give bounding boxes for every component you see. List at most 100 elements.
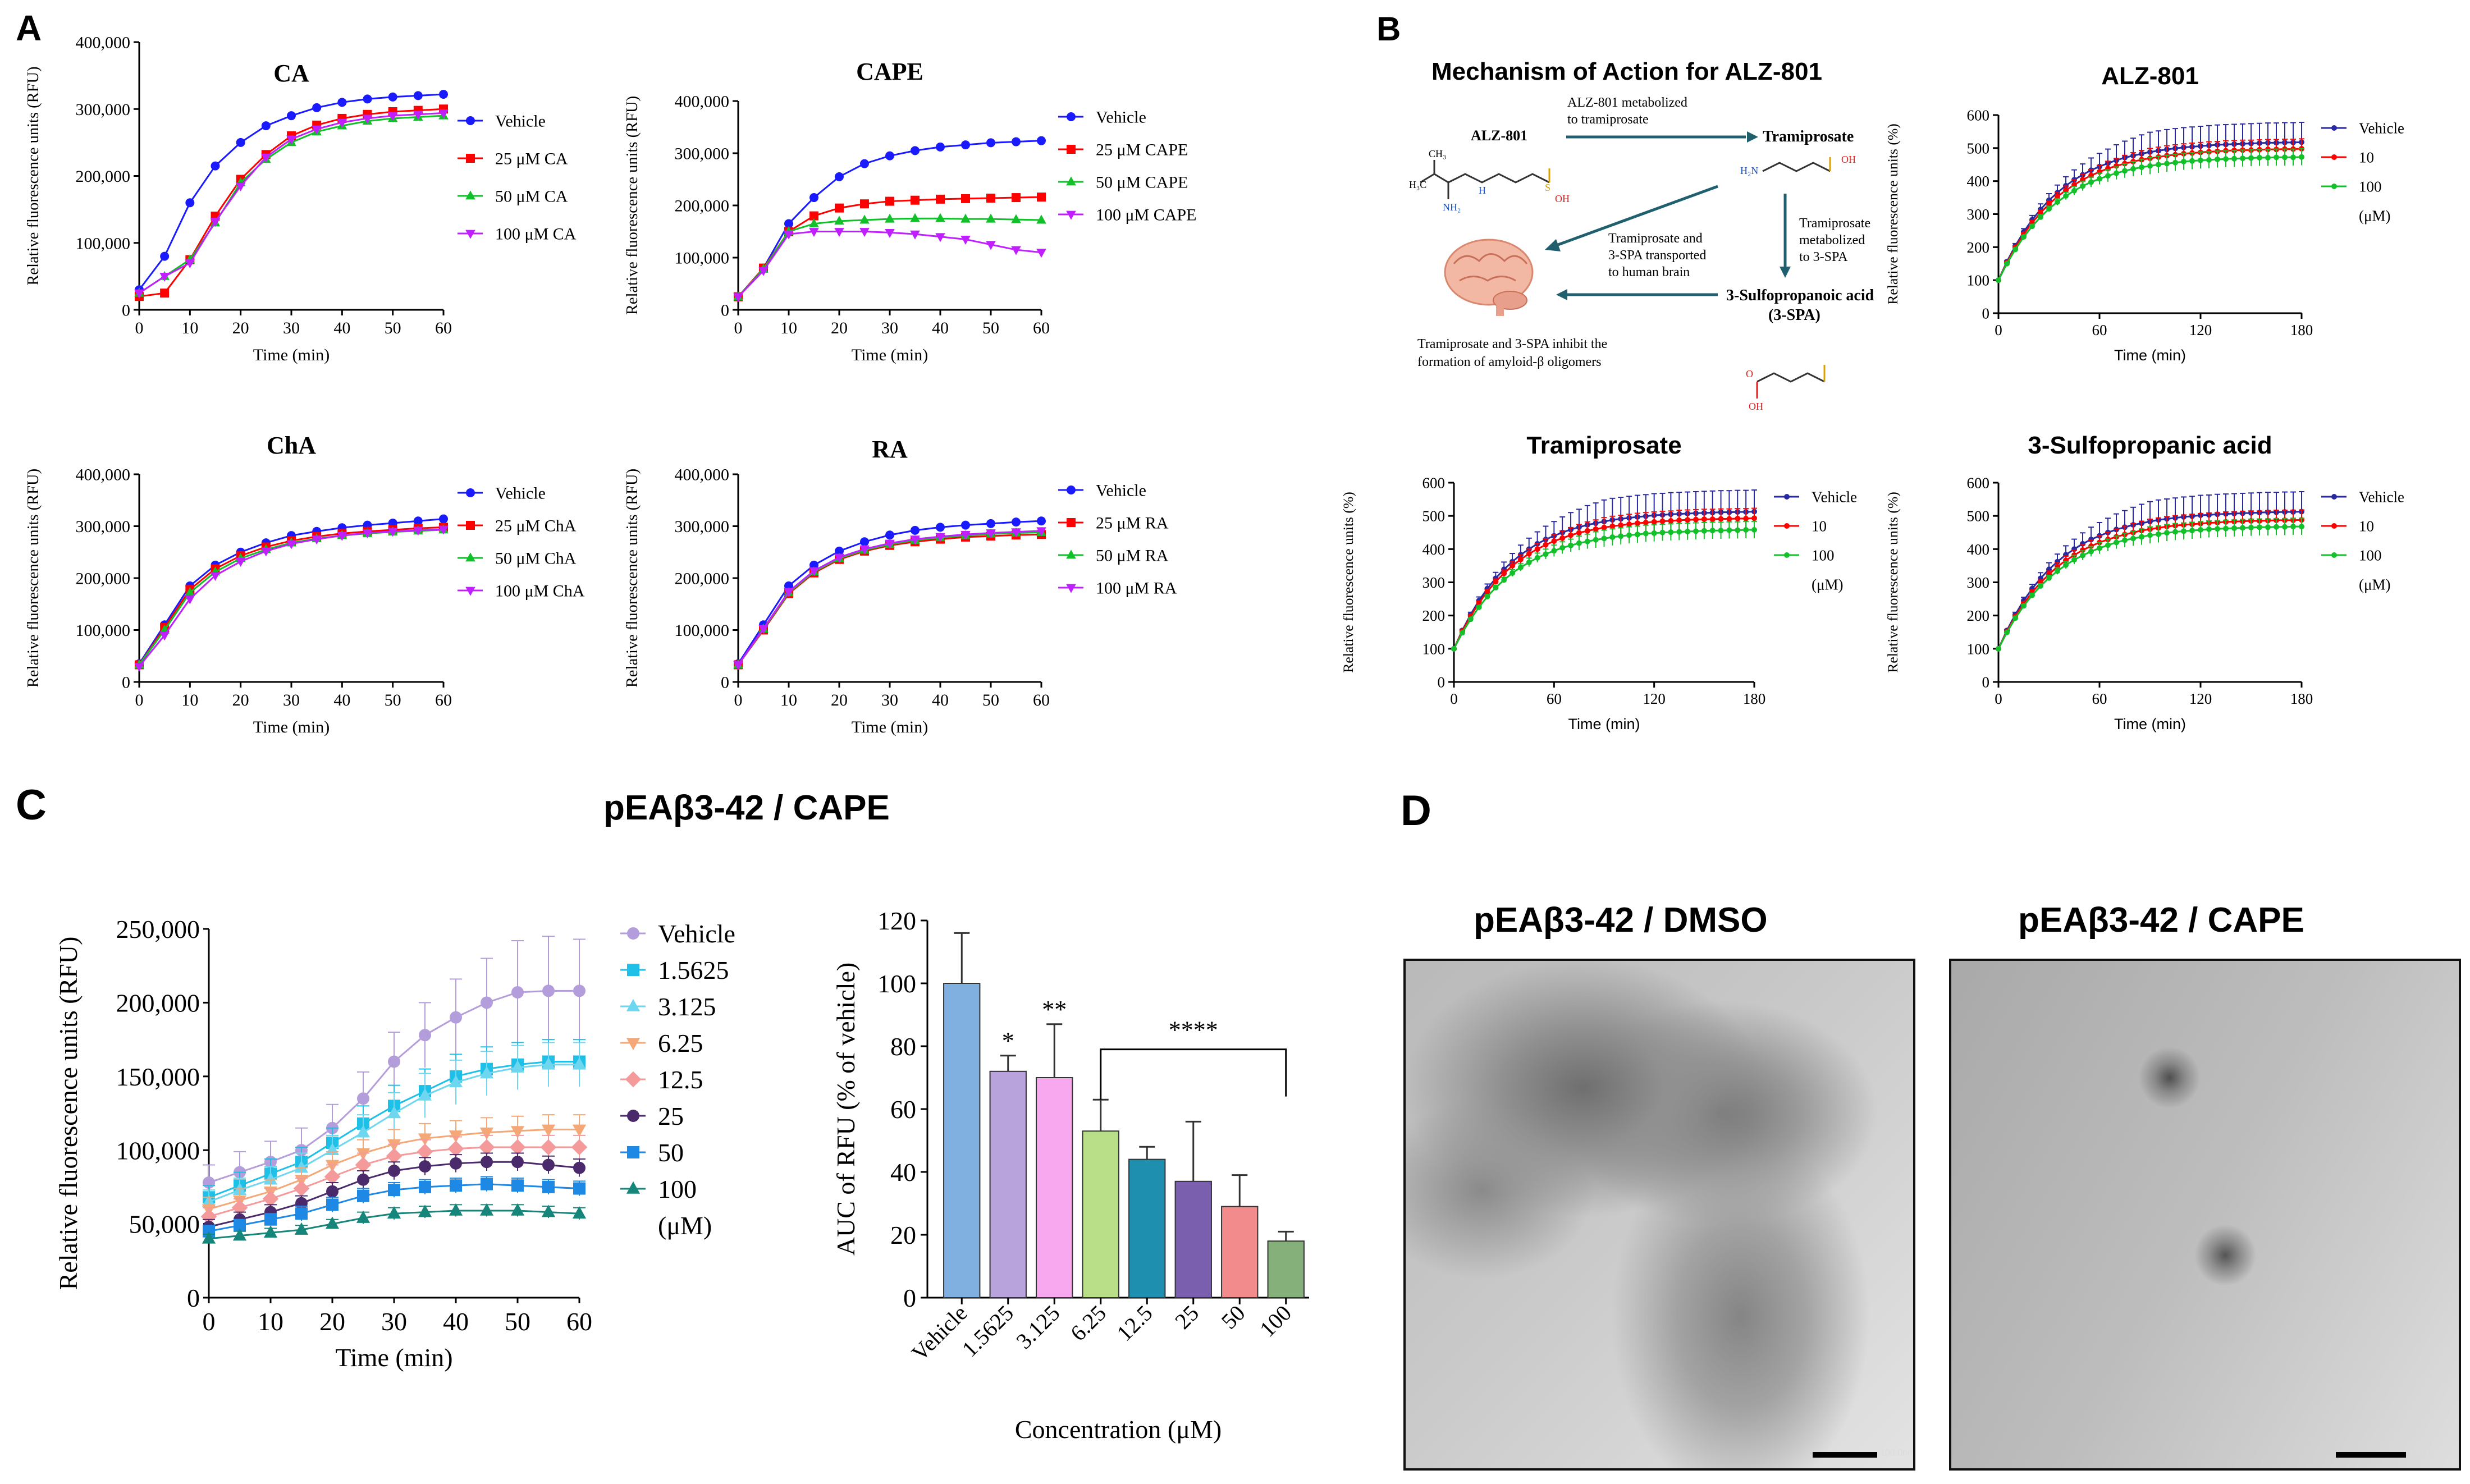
chart-title: Tramiprosate [1526,432,1681,459]
legend-label: 25 μM CA [495,150,568,168]
data-point [960,530,971,540]
chem-oh1: OH [1555,193,1570,204]
y-axis-label: AUC of RFU (% of vehicle) [831,963,860,1256]
legend-label: 50 μM CAPE [1096,173,1188,192]
x-axis-label: Concentration (μM) [1015,1415,1222,1444]
data-point [2055,568,2060,574]
legend-entry: Vehicle [458,484,546,503]
data-point [419,1180,431,1193]
chart-3-sulfopropanic-acid: 3-Sulfopropanic acid 0 100 200 300 400 500 600 0… [1884,432,2404,732]
data-point [1743,527,1749,533]
series-100 [1996,148,2304,283]
data-point [2147,163,2153,169]
data-point [286,135,296,145]
bar [1082,1130,1119,1298]
chart-title: CA [273,59,309,87]
legend-label: 25 μM RA [1096,514,1169,533]
mechanism-diagram: Mechanism of Action for ALZ-801 ALZ-801 … [1409,58,1874,412]
data-point [2046,206,2052,212]
y-axis-label: Relative fluorescence units (RFU) [624,96,641,315]
data-point [2105,173,2111,179]
x-tick-label: Vehicle [907,1300,972,1366]
data-point [911,146,920,155]
y-tick-label: 20 [890,1221,916,1249]
data-point [859,228,870,237]
data-point [413,516,423,526]
data-point [2172,159,2178,166]
diagram-title: Mechanism of Action for ALZ-801 [1431,58,1822,85]
data-point [160,288,170,298]
data-point [986,213,996,223]
arrowhead-1 [1747,131,1758,143]
y-tick-label: 100 [1422,640,1446,657]
data-point [263,1225,278,1238]
data-point [1568,542,1574,548]
data-point [2248,155,2254,161]
data-point [1626,532,1632,538]
data-point [362,114,373,124]
chem-nh2: NH₂ [1443,201,1461,213]
y-tick-label: 300 [1967,206,1990,223]
data-point [2139,164,2144,170]
x-tick-label: 60 [435,691,452,709]
arrow3-line2: 3-SPA transported [1608,248,1706,263]
y-tick-label: 100,000 [116,1136,200,1165]
series-100-m-cha [134,525,449,672]
data-point [2231,155,2237,162]
y-tick-label: 0 [721,301,729,320]
x-tick-label: 50 [1216,1300,1250,1334]
data-point [511,986,524,999]
y-tick-label: 80 [890,1032,916,1061]
y-tick-label: 200 [1422,607,1446,624]
panel-letter-c: C [16,781,47,829]
data-point [185,595,195,604]
data-point [1011,246,1021,255]
arrow1-line1: ALZ-801 metabolized [1567,95,1687,110]
data-point [2122,537,2128,543]
data-point [325,1216,340,1229]
legend-marker [627,1110,639,1122]
data-point [1743,515,1749,521]
x-tick-label: 12.5 [1112,1300,1157,1346]
y-tick-label: 0 [187,1284,200,1312]
data-point [1517,564,1524,570]
data-point [860,199,869,209]
data-point [264,1213,277,1226]
legend-label: 100 [1812,547,1835,564]
legend-unit: (μM) [658,1211,712,1240]
data-point [573,984,586,997]
data-point [1709,516,1716,523]
arrow1-line2: to tramiprosate [1567,112,1649,127]
legend-label: 50 μM RA [1096,547,1169,565]
data-point [159,631,170,641]
arrowhead-4 [1556,289,1567,300]
data-point [1718,528,1724,534]
data-point [1718,516,1724,522]
data-point [510,1203,525,1216]
arrow-tram-to-brain [1554,185,1718,248]
data-point [1618,533,1624,539]
data-point [450,1157,462,1170]
data-point [2021,603,2027,609]
chart-auc-bars: 0 20 40 60 80 100 120 AUC of RFU (% of vehicle)… [831,906,1309,1444]
y-tick-label: 300 [1422,574,1446,591]
data-point [2290,524,2296,530]
legend-marker [466,488,475,497]
data-point [324,1169,341,1185]
x-tick-label: 20 [232,691,249,709]
data-point [413,111,423,120]
data-point [834,216,844,225]
chart-title: ChA [267,432,316,459]
data-point [860,537,869,547]
x-tick-label: 10 [780,319,797,337]
data-point [1576,540,1582,546]
data-point [1659,518,1666,524]
data-point [2097,545,2102,551]
data-point [287,111,296,121]
x-tick-label: 60 [566,1307,592,1336]
legend-label: Vehicle [495,112,546,131]
y-tick-label: 100,000 [76,621,131,640]
chart-title: 3-Sulfopropanic acid [2028,432,2272,459]
data-point [572,1206,587,1219]
tramiprosate-structure [1762,157,1831,172]
